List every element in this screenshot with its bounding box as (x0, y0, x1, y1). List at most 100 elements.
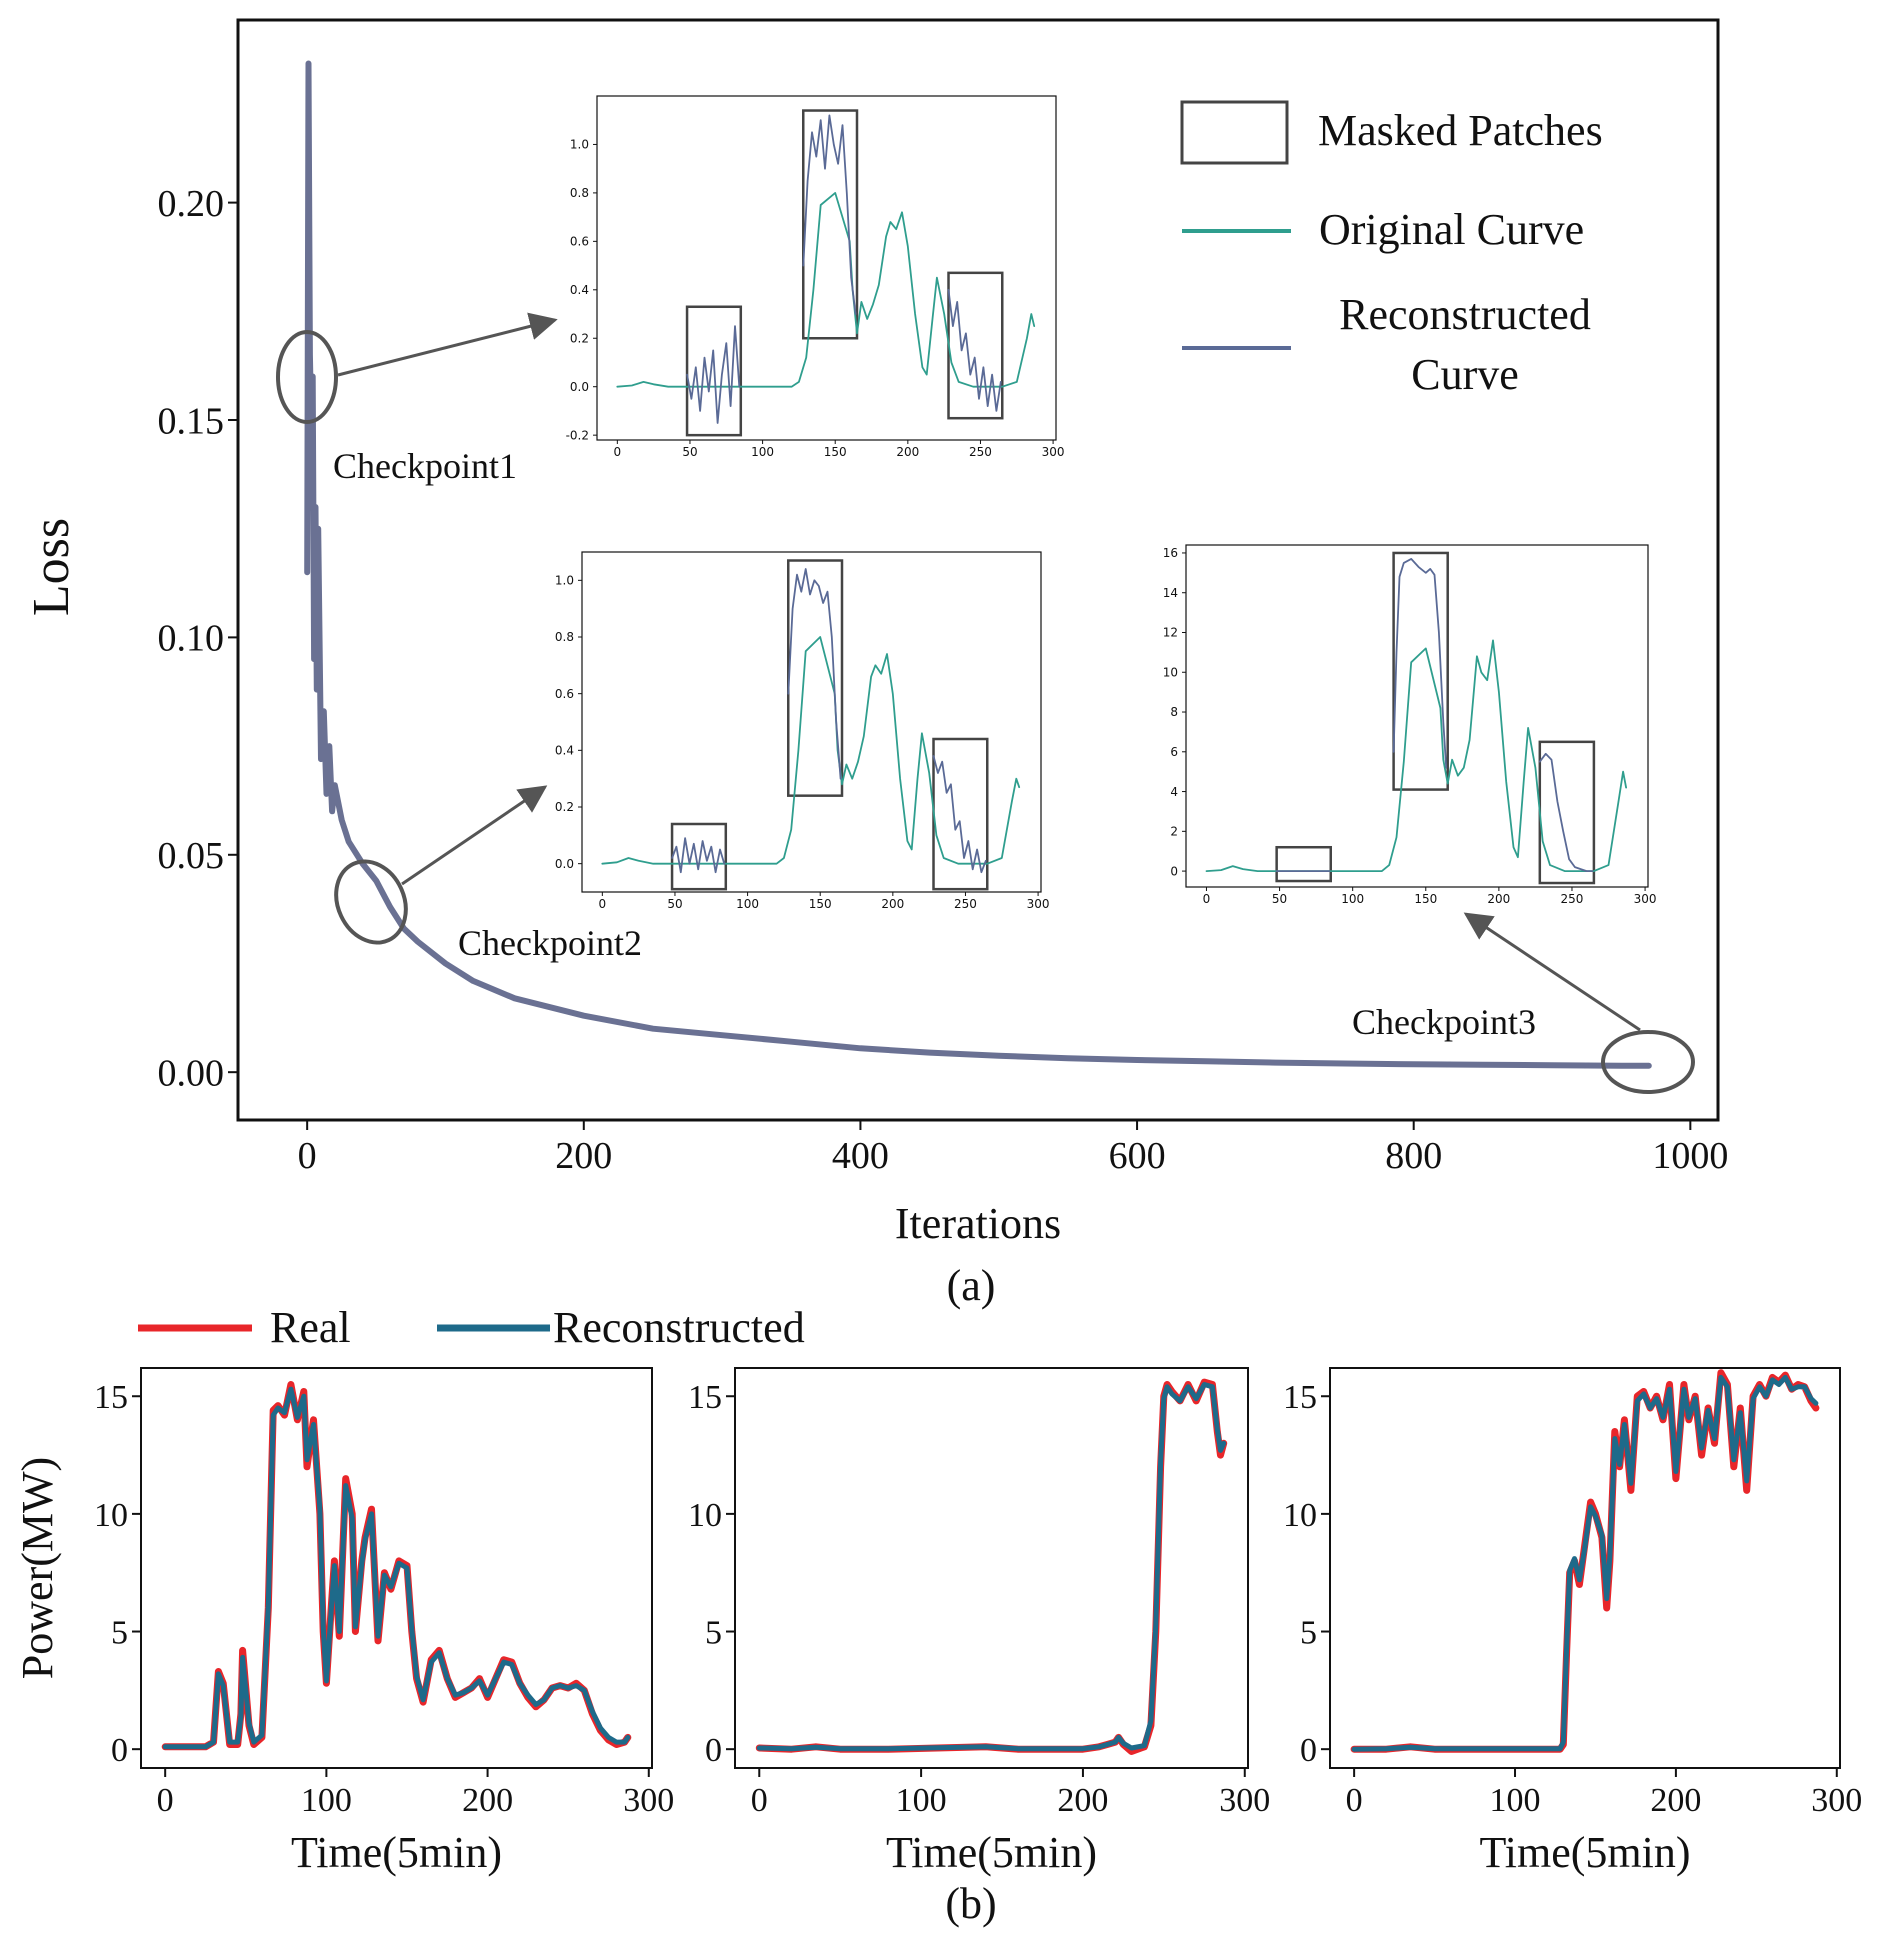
inset1-xtick-label-2: 100 (751, 445, 774, 459)
b1-ytick-label-0: 0 (111, 1732, 128, 1769)
inset3-ytick-label-0: 0 (1170, 864, 1178, 878)
inset1-ytick-label-4: 0.6 (570, 235, 589, 249)
inset1-reconstructed-segment-0 (686, 325, 741, 424)
inset-checkpoint3: 0 50 100 150 200 250 300 0 2 4 6 8 10 12 14 16 (1163, 544, 1657, 906)
legend-masked-label: Masked Patches (1318, 106, 1603, 155)
checkpoint1-ellipse (276, 330, 338, 424)
b1-series-reconstructed (162, 1386, 631, 1750)
b1-y-axis-label: Power(MW) (13, 1457, 62, 1679)
inset1-ytick-label-6: 1.0 (570, 138, 589, 152)
inset1-masked-patch-0 (685, 305, 743, 437)
b3-plot-frame (1329, 1367, 1841, 1769)
inset3-xtick-label-4: 200 (1487, 892, 1510, 906)
caption-b: (b) (945, 1879, 996, 1928)
b2-ytick-label-2: 10 (688, 1497, 722, 1534)
inset3-xtick-label-5: 250 (1561, 892, 1584, 906)
inset1-xtick-label-3: 150 (824, 445, 847, 459)
loss-xtick-label-3: 600 (1109, 1135, 1166, 1177)
checkpoint2-ellipse (334, 859, 408, 945)
checkpoint3-arrow (1463, 912, 1641, 1032)
b2-ytick-label-0: 0 (705, 1732, 722, 1769)
legend-original-label: Original Curve (1319, 205, 1584, 254)
loss-plot-frame (236, 18, 1720, 1122)
inset1-series-original-curve (616, 191, 1036, 388)
inset3-masked-patch-1 (1392, 551, 1449, 791)
b2-x-axis-label: Time(5min) (886, 1828, 1097, 1877)
legend-reconstructed-label-b: Reconstructed (553, 1303, 805, 1352)
inset3-masked-patch-2 (1538, 740, 1596, 885)
loss-series-line (304, 60, 1652, 1069)
inset1-masked-patch-1 (802, 109, 859, 340)
loss-xtick-label-2: 400 (832, 1135, 889, 1177)
power-chart-2: 0 100 200 300 0 5 10 15 Time(5min) (688, 1367, 1270, 1877)
b2-ytick-label-3: 15 (688, 1379, 722, 1416)
checkpoint3-label: Checkpoint3 (1352, 1002, 1536, 1042)
inset1-ytick-label-1: 0.0 (570, 380, 589, 394)
b3-xtick-label-1: 100 (1490, 1782, 1541, 1819)
inset2-reconstructed-segment-0 (671, 837, 726, 874)
checkpoint3-ellipse (1601, 1030, 1695, 1094)
b2-plot-frame (734, 1367, 1249, 1769)
b3-x-axis-label: Time(5min) (1479, 1828, 1690, 1877)
legend-reconstructed-label-line2: Curve (1411, 350, 1519, 399)
inset1-ytick-label-2: 0.2 (570, 331, 589, 345)
checkpoint2-arrow (401, 785, 548, 886)
inset2-reconstructed-segment-1 (787, 568, 842, 780)
inset2-xtick-label-3: 150 (809, 897, 832, 911)
inset1-xtick-label-6: 300 (1042, 445, 1065, 459)
loss-xtick-label-4: 800 (1385, 1135, 1442, 1177)
legend-real-label: Real (270, 1303, 351, 1352)
inset2-xtick-label-0: 0 (599, 897, 607, 911)
panel-b: Real Reconstructed 0 100 200 300051015Time(… (13, 1303, 1862, 1928)
inset1-xtick-label-1: 50 (682, 445, 697, 459)
inset3-plot-frame (1185, 544, 1649, 888)
loss-ytick-label-0: 0.00 (158, 1052, 225, 1094)
b3-ytick-label-0: 0 (1300, 1732, 1317, 1769)
loss-xtick-label-0: 0 (298, 1135, 317, 1177)
inset2-xtick-label-1: 50 (667, 897, 682, 911)
power-chart-3: 0 100 200 300 0 5 10 15 Time(5min) (1283, 1367, 1862, 1877)
inset1-reconstructed-segment-1 (802, 114, 857, 315)
inset1-ytick-label-5: 0.8 (570, 186, 589, 200)
inset1-ytick-label-0: -0.2 (566, 428, 589, 442)
inset2-ytick-label-2: 0.4 (555, 744, 574, 758)
inset1-xtick-label-4: 200 (896, 445, 919, 459)
loss-xtick-label-1: 200 (555, 1135, 612, 1177)
inset3-ytick-label-1: 2 (1170, 825, 1178, 839)
inset2-plot-frame (581, 551, 1042, 893)
checkpoint1-label: Checkpoint1 (333, 446, 517, 486)
legend-panel-a: Masked Patches Original Curve Reconstruc… (1180, 100, 1603, 399)
loss-x-axis-label: Iterations (895, 1199, 1061, 1248)
loss-ytick-label-2: 0.10 (158, 618, 225, 660)
b3-ytick-label-2: 10 (1283, 1497, 1317, 1534)
b2-xtick-label-3: 300 (1219, 1782, 1270, 1819)
inset1-plot-frame (596, 95, 1057, 441)
b3-ytick-label-1: 5 (1300, 1614, 1317, 1651)
inset1-ytick-label-3: 0.4 (570, 283, 589, 297)
inset3-ytick-label-2: 4 (1170, 785, 1178, 799)
inset3-series-original-curve (1205, 639, 1627, 872)
inset2-xtick-label-6: 300 (1027, 897, 1050, 911)
b1-xtick-label-2: 200 (462, 1782, 513, 1819)
b2-xtick-label-0: 0 (751, 1782, 768, 1819)
loss-xtick-label-5: 1000 (1652, 1135, 1728, 1177)
b1-plot-frame (140, 1367, 653, 1769)
b1-x-axis-label: Time(5min) (291, 1828, 502, 1877)
inset2-ytick-label-0: 0.0 (555, 857, 574, 871)
inset2-reconstructed-segment-2 (932, 755, 987, 874)
inset3-masked-patch-0 (1275, 845, 1332, 883)
inset1-xtick-label-5: 250 (969, 445, 992, 459)
loss-ytick-label-4: 0.20 (158, 183, 225, 225)
legend-reconstructed-label-line1: Reconstructed (1339, 290, 1591, 339)
loss-ytick-label-3: 0.15 (158, 400, 225, 442)
b3-xtick-label-2: 200 (1650, 1782, 1701, 1819)
b1-ytick-label-3: 15 (94, 1379, 128, 1416)
panel-a: 0 200 400 600 800 10000.000.050.100.150.20Ite… (23, 18, 1728, 1310)
inset3-ytick-label-3: 6 (1170, 745, 1178, 759)
b3-xtick-label-0: 0 (1346, 1782, 1363, 1819)
b2-ytick-label-1: 5 (705, 1614, 722, 1651)
inset3-ytick-label-6: 12 (1163, 626, 1178, 640)
inset3-ytick-label-5: 10 (1163, 665, 1178, 679)
inset2-ytick-label-4: 0.8 (555, 630, 574, 644)
